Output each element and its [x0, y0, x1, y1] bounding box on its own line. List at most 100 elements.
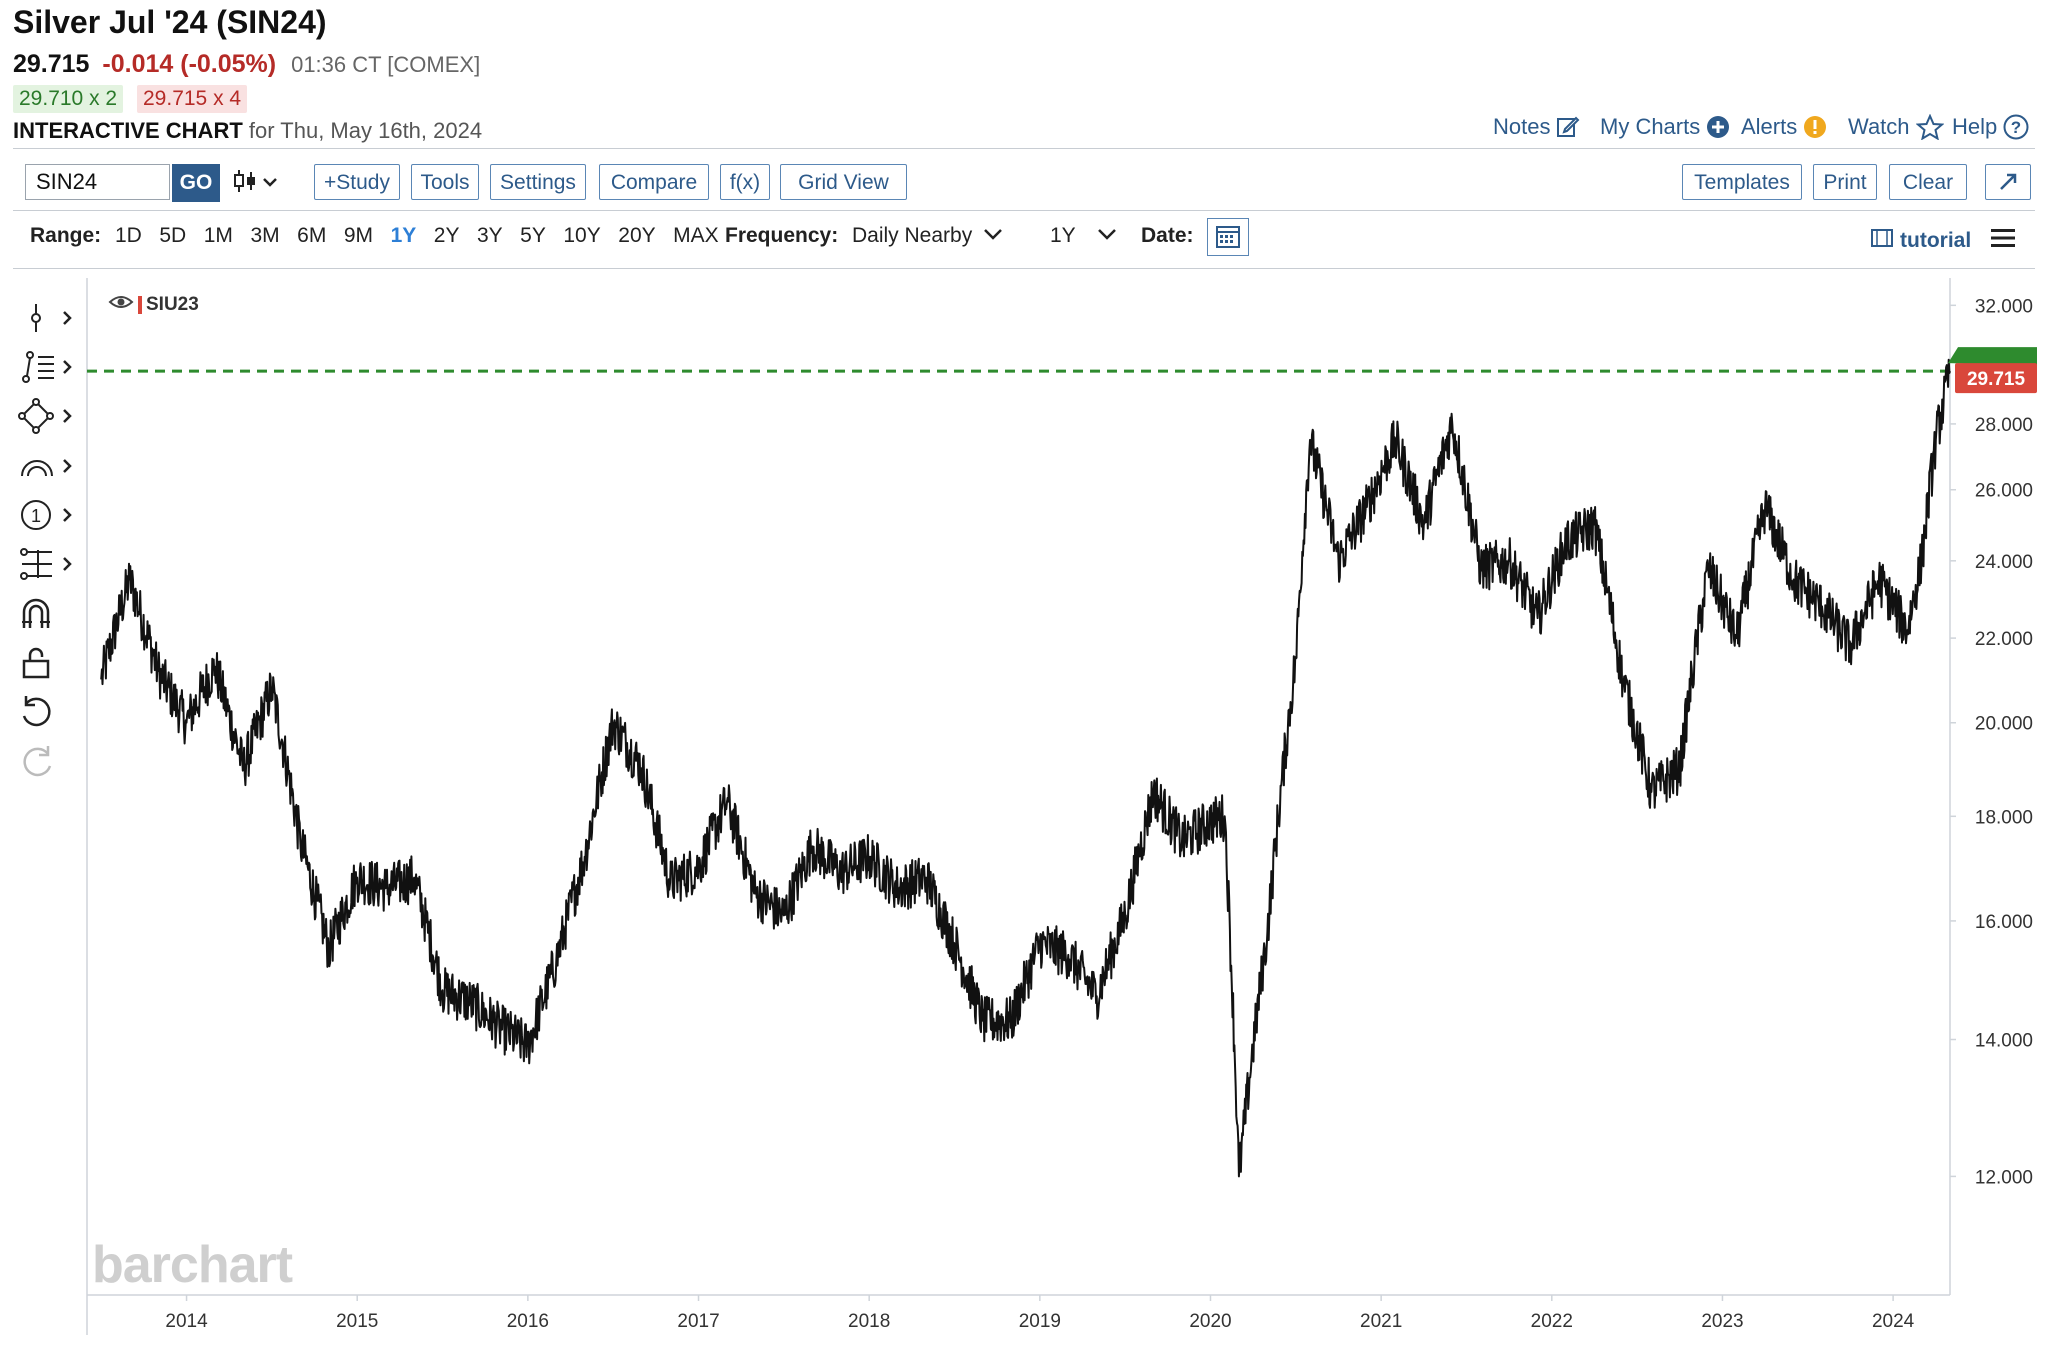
date-picker-button[interactable]	[1207, 218, 1249, 256]
range-options: 1D 5D 1M 3M 6M 9M 1Y 2Y 3Y 5Y 10Y 20Y MA…	[115, 224, 719, 248]
x-tick-label: 2020	[1189, 1311, 1231, 1332]
annotation-tool[interactable]: 1	[18, 495, 78, 535]
crosshair-icon	[18, 304, 78, 342]
pencil-icon	[1556, 115, 1580, 139]
bid-badge: 29.710 x 2	[13, 85, 124, 113]
range-2y[interactable]: 2Y	[433, 224, 460, 247]
magnet-icon	[18, 598, 78, 638]
last-price-badge: 29.715	[1948, 347, 2037, 394]
clear-button[interactable]: Clear	[1889, 164, 1967, 200]
fx-button[interactable]: f(x)	[720, 164, 770, 200]
chart-legend[interactable]: SIU23	[108, 293, 199, 317]
y-tick-label: 32.000	[1975, 296, 2033, 317]
y-tick-label: 18.000	[1975, 807, 2033, 828]
range-3m[interactable]: 3M	[250, 224, 280, 247]
go-button[interactable]: GO	[172, 164, 220, 202]
grid-view-button[interactable]: Grid View	[780, 164, 907, 200]
templates-button[interactable]: Templates	[1682, 164, 1802, 200]
lock-tool[interactable]	[18, 643, 78, 683]
quote-line: 29.715 -0.014 (-0.05%) 01:36 CT [COMEX]	[13, 50, 480, 79]
notes-link[interactable]: Notes	[1493, 114, 1580, 140]
watch-label: Watch	[1848, 114, 1910, 139]
x-tick-label: 2022	[1531, 1311, 1573, 1332]
tutorial-link[interactable]: tutorial	[1870, 228, 1971, 254]
y-tick-label: 26.000	[1975, 481, 2033, 502]
range-5d[interactable]: 5D	[159, 224, 187, 247]
range-5y[interactable]: 5Y	[520, 224, 546, 247]
unlock-icon	[18, 647, 78, 687]
eye-icon[interactable]	[108, 293, 134, 317]
help-link[interactable]: Help ?	[1952, 114, 2029, 140]
header-divider	[13, 148, 2035, 149]
range-9m[interactable]: 9M	[343, 224, 374, 247]
diamond-icon	[18, 398, 78, 440]
x-axis-ticks: 2014 2015 2016 2017 2018 2019 2020 2021 2022 2023…	[165, 1295, 1915, 1332]
tutorial-label: tutorial	[1900, 229, 1972, 252]
chevron-down-icon	[982, 224, 1004, 248]
redo-button[interactable]	[18, 742, 78, 782]
x-tick-label: 2019	[1019, 1311, 1061, 1332]
help-label: Help	[1952, 114, 1998, 139]
chart-heading: INTERACTIVE CHART for Thu, May 16th, 202…	[13, 118, 482, 144]
symbol-input[interactable]: SIN24	[25, 164, 170, 200]
y-tick-label: 22.000	[1975, 629, 2033, 650]
chart-date: for Thu, May 16th, 2024	[248, 118, 483, 143]
svg-text:?: ?	[2011, 118, 2021, 137]
price-change: -0.014 (-0.05%)	[102, 50, 277, 78]
question-circle-icon: ?	[2003, 114, 2029, 140]
frequency-value: Daily Nearby	[852, 224, 973, 247]
undo-icon	[18, 696, 78, 736]
price-chart[interactable]: 12.000 14.000 16.000 18.000 20.000 22.000 24.0…	[0, 270, 2047, 1354]
arc-tool[interactable]	[18, 446, 78, 486]
notes-label: Notes	[1493, 114, 1551, 139]
legend-symbol: SIU23	[146, 294, 199, 315]
frequency-label: Frequency:	[725, 224, 839, 247]
range-6m[interactable]: 6M	[297, 224, 327, 247]
range-1m[interactable]: 1M	[203, 224, 233, 247]
x-tick-label: 2023	[1701, 1311, 1743, 1332]
print-button[interactable]: Print	[1813, 164, 1877, 200]
fibonacci-tool[interactable]	[18, 544, 78, 584]
tools-button[interactable]: Tools	[411, 164, 479, 200]
last-price-label: 29.715	[1967, 369, 2026, 390]
crosshair-tool[interactable]	[18, 298, 78, 338]
menu-button[interactable]	[1990, 226, 2016, 255]
range-1y[interactable]: 1Y	[390, 224, 417, 247]
compare-button[interactable]: Compare	[599, 164, 709, 200]
period-select[interactable]: 1Y	[1050, 224, 1118, 248]
calendar-icon	[1208, 226, 1248, 259]
expand-icon	[1997, 173, 2019, 198]
page-title: Silver Jul '24 (SIN24)	[13, 4, 327, 40]
barchart-watermark: barchart	[92, 1236, 293, 1294]
chart-type-selector[interactable]	[232, 168, 288, 201]
last-price: 29.715	[13, 50, 90, 78]
my-charts-label: My Charts	[1600, 114, 1701, 139]
range-1d[interactable]: 1D	[115, 224, 142, 247]
arc-icon	[18, 459, 78, 490]
study-button[interactable]: +Study	[314, 164, 400, 200]
range-label: Range:	[30, 224, 102, 247]
plus-circle-icon	[1706, 115, 1730, 139]
undo-button[interactable]	[18, 692, 78, 732]
frequency-select[interactable]: Daily Nearby	[852, 224, 1004, 248]
chevron-down-icon	[1096, 224, 1118, 248]
my-charts-link[interactable]: My Charts	[1600, 114, 1730, 140]
magnet-tool[interactable]	[18, 594, 78, 634]
watch-link[interactable]: Watch	[1848, 114, 1944, 140]
shapes-tool[interactable]	[18, 396, 78, 436]
range-10y[interactable]: 10Y	[563, 224, 601, 247]
range-3y[interactable]: 3Y	[476, 224, 503, 247]
range-20y[interactable]: 20Y	[618, 224, 656, 247]
x-tick-label: 2021	[1360, 1311, 1402, 1332]
range-max[interactable]: MAX	[673, 224, 719, 247]
ask-badge: 29.715 x 4	[137, 85, 248, 113]
x-tick-label: 2016	[507, 1311, 549, 1332]
alerts-link[interactable]: Alerts	[1741, 114, 1827, 140]
settings-button[interactable]: Settings	[490, 164, 586, 200]
lines-tool[interactable]	[18, 347, 78, 387]
x-tick-label: 2018	[848, 1311, 890, 1332]
y-tick-label: 14.000	[1975, 1031, 2033, 1052]
expand-button[interactable]	[1985, 164, 2031, 200]
series-color-swatch	[138, 296, 142, 314]
film-icon	[1870, 228, 1894, 254]
